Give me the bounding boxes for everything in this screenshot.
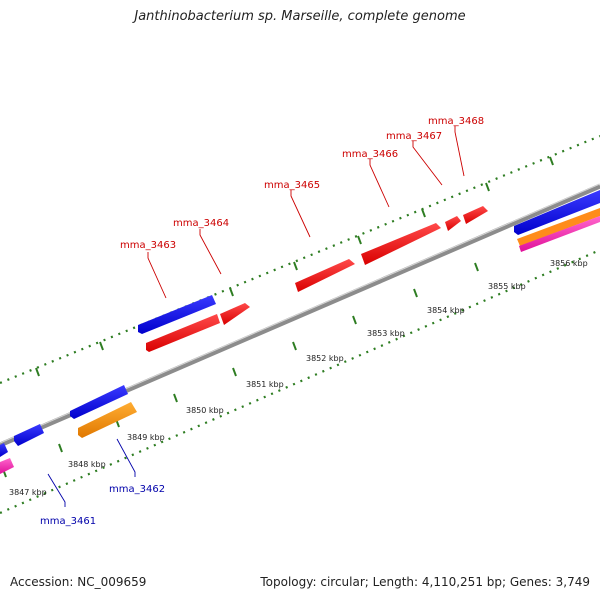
gene-feature[interactable] [463, 206, 488, 224]
gene-label-mma-3468[interactable]: mma_3468 [428, 116, 484, 127]
gene-feature[interactable] [146, 314, 220, 352]
gene-feature[interactable] [70, 385, 128, 419]
gene-feature[interactable] [519, 216, 600, 252]
gene-label-mma-3461[interactable]: mma_3461 [40, 516, 96, 527]
map-title: Janthinobacterium sp. Marseille, complet… [134, 9, 466, 24]
gene-label-mma-3462[interactable]: mma_3462 [109, 484, 165, 495]
gene-feature[interactable] [138, 295, 216, 334]
kbp-label: 3849 kbp [127, 433, 165, 442]
kbp-label: 3847 kbp [9, 488, 47, 497]
gene-feature[interactable] [517, 208, 600, 246]
gene-feature[interactable] [0, 443, 8, 457]
kbp-label: 3848 kbp [68, 460, 106, 469]
gene-label-mma-3467[interactable]: mma_3467 [386, 131, 442, 142]
gene-feature[interactable] [220, 303, 250, 325]
gene-feature[interactable] [361, 223, 441, 265]
gene-feature[interactable] [14, 424, 44, 446]
reverse-strand-genes [0, 190, 600, 474]
kbp-label: 3856 kbp [550, 259, 588, 268]
forward-label-leaders [147, 126, 465, 299]
gene-label-mma-3466[interactable]: mma_3466 [342, 149, 398, 160]
kbp-label: 3855 kbp [488, 282, 526, 291]
inner-dotted-ring [0, 248, 600, 515]
genome-stats-text: Topology: circular; Length: 4,110,251 bp… [260, 575, 590, 589]
gene-feature[interactable] [514, 190, 600, 235]
gene-label-mma-3463[interactable]: mma_3463 [120, 240, 176, 251]
kbp-label: 3852 kbp [306, 354, 344, 363]
outer-dotted-ring [0, 134, 600, 385]
accession-text: Accession: NC_009659 [10, 575, 147, 589]
gene-label-mma-3464[interactable]: mma_3464 [173, 218, 229, 229]
kbp-label: 3854 kbp [427, 306, 465, 315]
forward-strand-genes [138, 206, 488, 352]
kbp-label: 3851 kbp [246, 380, 284, 389]
reverse-label-leaders [47, 438, 136, 507]
gene-feature[interactable] [0, 458, 14, 474]
gene-label-mma-3465[interactable]: mma_3465 [264, 180, 320, 191]
gene-feature[interactable] [295, 259, 355, 292]
kbp-label: 3853 kbp [367, 329, 405, 338]
gene-feature[interactable] [78, 402, 137, 438]
kbp-label: 3850 kbp [186, 406, 224, 415]
gene-feature[interactable] [445, 216, 461, 231]
inner-major-ticks [2, 235, 541, 478]
